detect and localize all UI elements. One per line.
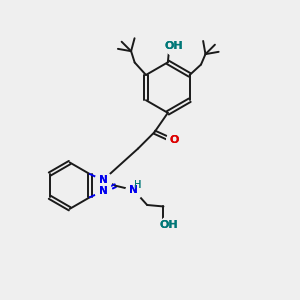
Text: N: N [129, 185, 138, 195]
Text: N: N [99, 186, 107, 196]
Text: O: O [170, 135, 179, 145]
Text: N: N [99, 175, 107, 185]
Text: N: N [129, 185, 138, 195]
Text: N: N [99, 175, 107, 185]
Text: OH: OH [160, 220, 178, 230]
Text: OH: OH [160, 220, 178, 230]
Text: N: N [99, 186, 107, 196]
Text: H: H [134, 180, 141, 190]
Text: H: H [134, 180, 141, 190]
Text: OH: OH [164, 41, 183, 51]
Text: OH: OH [164, 41, 183, 51]
Text: O: O [170, 135, 179, 145]
